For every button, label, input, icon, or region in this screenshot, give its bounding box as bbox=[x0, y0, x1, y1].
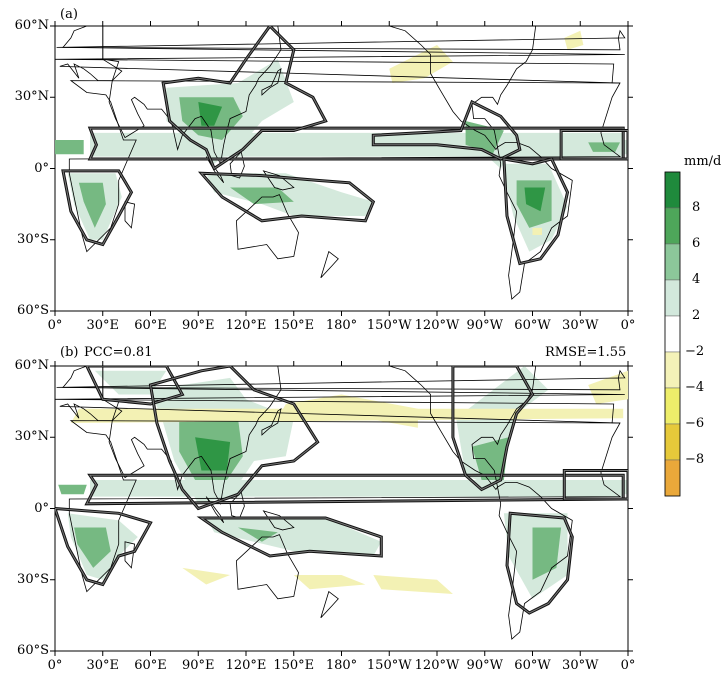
x-tick-label: 90°W bbox=[466, 658, 503, 673]
coastline-madagascar bbox=[124, 201, 136, 229]
coastline-australia bbox=[235, 194, 299, 260]
significance-contour-inner bbox=[62, 170, 132, 246]
x-tick-label: 90°E bbox=[181, 658, 215, 673]
shade-region bbox=[206, 173, 374, 216]
coastline-greenland bbox=[532, 26, 562, 27]
rmse-text: RMSE=1.55 bbox=[545, 345, 627, 360]
x-tick-label: 150°W bbox=[366, 318, 412, 333]
y-tick-label: 60°N bbox=[14, 18, 49, 33]
colorbar-tick-label: 2 bbox=[692, 308, 701, 323]
coastline-samerica bbox=[497, 142, 573, 300]
x-tick-label: 0° bbox=[620, 318, 636, 333]
shade-region bbox=[564, 30, 584, 50]
x-tick-label: 0° bbox=[47, 318, 63, 333]
shade-region bbox=[389, 45, 453, 83]
colorbar-tick-label: −6 bbox=[685, 416, 705, 431]
y-tick-label: 60°S bbox=[17, 643, 49, 658]
x-tick-label: 120°E bbox=[225, 318, 267, 333]
x-tick-label: 60°W bbox=[514, 318, 551, 333]
y-tick-label: 30°N bbox=[14, 89, 49, 105]
x-tick-label: 180° bbox=[325, 658, 358, 673]
x-tick-label: 180° bbox=[325, 318, 358, 333]
colorbar-tick-label: 6 bbox=[692, 236, 701, 251]
shade-region bbox=[90, 132, 624, 157]
x-tick-label: 120°W bbox=[414, 658, 460, 673]
colorbar-tick-label: 4 bbox=[692, 272, 701, 287]
y-tick-label: 30°N bbox=[14, 429, 49, 445]
y-tick-label: 0° bbox=[34, 500, 49, 516]
y-tick-label: 60°S bbox=[17, 303, 49, 318]
panel-a-label: (a) bbox=[60, 7, 78, 22]
x-tick-label: 60°E bbox=[134, 658, 167, 673]
shade-region bbox=[588, 142, 620, 152]
x-tick-label: 60°W bbox=[514, 658, 551, 673]
coastline-namerica bbox=[360, 26, 537, 151]
coastline-africa bbox=[68, 80, 622, 253]
coastline-newguinea bbox=[262, 170, 295, 191]
coastline-uk bbox=[56, 29, 626, 51]
y-tick-label: 0° bbox=[34, 160, 49, 176]
map-a-coastlines bbox=[55, 26, 626, 300]
x-tick-label: 60°E bbox=[134, 318, 167, 333]
colorbar-tick-label: −4 bbox=[685, 380, 705, 395]
y-tick-label: 30°S bbox=[17, 231, 49, 247]
y-tick-label: 30°S bbox=[17, 571, 49, 587]
colorbar-unit: mm/d bbox=[684, 154, 722, 169]
x-tick-label: 0° bbox=[620, 658, 636, 673]
colorbar-tick-label: −2 bbox=[685, 344, 705, 359]
x-tick-label: 150°W bbox=[366, 658, 412, 673]
x-tick-label: 90°E bbox=[181, 318, 215, 333]
significance-contour-inner bbox=[372, 101, 521, 160]
x-tick-label: 120°E bbox=[225, 658, 267, 673]
panel-b-label: (b) bbox=[60, 345, 79, 360]
coastline-nz bbox=[320, 250, 339, 279]
shade-region bbox=[78, 182, 106, 228]
colorbar-tick-label: 8 bbox=[692, 200, 701, 215]
significance-contour-inner bbox=[560, 130, 628, 160]
shade-region bbox=[532, 227, 542, 235]
significance-contour-inner bbox=[162, 26, 327, 170]
coastline-europe bbox=[55, 26, 625, 84]
significance-contour-inner bbox=[503, 158, 569, 265]
x-tick-label: 150°E bbox=[273, 318, 315, 333]
colorbar-tick-label: −8 bbox=[685, 452, 705, 467]
shade-region bbox=[230, 187, 294, 205]
x-tick-label: 30°E bbox=[86, 658, 120, 673]
x-tick-label: 90°W bbox=[466, 318, 503, 333]
pcc-text: PCC=0.81 bbox=[84, 345, 153, 360]
y-tick-label: 60°N bbox=[14, 358, 49, 373]
x-tick-label: 120°W bbox=[414, 318, 460, 333]
coastline-japan bbox=[261, 67, 282, 96]
x-tick-label: 0° bbox=[47, 658, 63, 673]
significance-contour-inner bbox=[200, 172, 374, 222]
shade-region bbox=[55, 140, 84, 155]
x-tick-label: 30°E bbox=[86, 318, 120, 333]
shade-region bbox=[524, 187, 546, 212]
map-a-contours bbox=[61, 26, 628, 266]
x-tick-label: 30°W bbox=[562, 658, 599, 673]
x-tick-label: 150°E bbox=[273, 658, 315, 673]
x-tick-label: 30°W bbox=[562, 318, 599, 333]
